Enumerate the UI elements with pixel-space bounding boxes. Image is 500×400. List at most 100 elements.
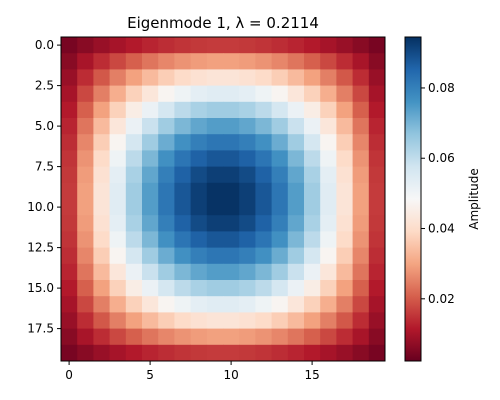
heatmap-cell bbox=[61, 53, 78, 70]
heatmap-cell bbox=[320, 215, 337, 232]
heatmap-cell bbox=[304, 150, 321, 167]
heatmap-cell bbox=[125, 150, 143, 167]
heatmap-cell bbox=[158, 101, 175, 119]
heatmap-cell bbox=[304, 199, 321, 216]
heatmap-cell bbox=[77, 344, 94, 362]
heatmap-cell bbox=[320, 280, 337, 297]
heatmap-cell bbox=[304, 312, 321, 329]
colorbar-tick-label: 0.04 bbox=[428, 222, 455, 236]
heatmap-cell bbox=[109, 296, 127, 313]
colorbar-ticks: 0.02 0.04 0.06 0.08 bbox=[421, 81, 455, 306]
heatmap-cell bbox=[190, 69, 208, 86]
heatmap-cell bbox=[287, 263, 305, 281]
heatmap-cell bbox=[368, 134, 386, 151]
heatmap-cell bbox=[352, 344, 370, 362]
heatmap-cell bbox=[77, 296, 94, 313]
heatmap-cell bbox=[125, 312, 143, 329]
heatmap-cell bbox=[77, 166, 94, 184]
heatmap-cell bbox=[271, 247, 289, 265]
heatmap-cell bbox=[125, 118, 143, 135]
colorbar-tick-label: 0.08 bbox=[428, 81, 455, 95]
heatmap-cell bbox=[190, 247, 208, 265]
heatmap-cell bbox=[223, 344, 240, 362]
heatmap-cell bbox=[368, 166, 386, 184]
heatmap-cell bbox=[61, 263, 78, 281]
heatmap-cell bbox=[223, 215, 240, 232]
heatmap-cell bbox=[287, 215, 305, 232]
heatmap-cell bbox=[255, 150, 272, 167]
heatmap-cell bbox=[77, 231, 94, 248]
heatmap-cell bbox=[93, 69, 110, 86]
heatmap-cell bbox=[206, 247, 224, 265]
heatmap-cell bbox=[368, 101, 386, 119]
heatmap-cell bbox=[368, 296, 386, 313]
heatmap-cell bbox=[271, 150, 289, 167]
heatmap-cell bbox=[368, 328, 386, 346]
heatmap-cell bbox=[93, 312, 110, 329]
heatmap-cell bbox=[142, 85, 159, 103]
heatmap-cell bbox=[174, 150, 191, 167]
heatmap-cell bbox=[109, 166, 127, 184]
heatmap-cell bbox=[77, 215, 94, 232]
heatmap-cell bbox=[304, 280, 321, 297]
x-tick-label: 15 bbox=[304, 368, 319, 382]
heatmap-cell bbox=[287, 69, 305, 86]
heatmap-cell bbox=[320, 312, 337, 329]
heatmap-cell bbox=[336, 280, 353, 297]
heatmap-cell bbox=[109, 85, 127, 103]
heatmap-cell bbox=[271, 182, 289, 200]
heatmap-cell bbox=[255, 199, 272, 216]
heatmap-cell bbox=[271, 199, 289, 216]
heatmap-cell bbox=[239, 37, 256, 54]
heatmap-cell bbox=[320, 166, 337, 184]
heatmap-cell bbox=[336, 312, 353, 329]
heatmap-cell bbox=[77, 134, 94, 151]
heatmap-cell bbox=[109, 312, 127, 329]
heatmap-cell bbox=[255, 312, 272, 329]
heatmap-cell bbox=[190, 85, 208, 103]
heatmap-cell bbox=[190, 215, 208, 232]
heatmap-cell bbox=[255, 280, 272, 297]
heatmap-cell bbox=[320, 296, 337, 313]
heatmap-cell bbox=[304, 263, 321, 281]
heatmap-cell bbox=[239, 118, 256, 135]
heatmap-cell bbox=[255, 247, 272, 265]
heatmap-cell bbox=[287, 199, 305, 216]
heatmap-cell bbox=[125, 53, 143, 70]
heatmap-cell bbox=[223, 101, 240, 119]
heatmap-cell bbox=[93, 150, 110, 167]
heatmap-cell bbox=[255, 69, 272, 86]
heatmap-cell bbox=[304, 296, 321, 313]
heatmap-cell bbox=[206, 85, 224, 103]
heatmap-cell bbox=[77, 263, 94, 281]
heatmap-cell bbox=[142, 280, 159, 297]
heatmap-cell bbox=[61, 199, 78, 216]
heatmap-cell bbox=[352, 118, 370, 135]
heatmap-cell bbox=[158, 118, 175, 135]
heatmap-cell bbox=[174, 328, 191, 346]
heatmap-cell bbox=[352, 296, 370, 313]
heatmap-cell bbox=[304, 69, 321, 86]
heatmap-cell bbox=[223, 166, 240, 184]
heatmap-cell bbox=[352, 312, 370, 329]
heatmap-cell bbox=[320, 231, 337, 248]
heatmap-cell bbox=[206, 199, 224, 216]
heatmap-cell bbox=[352, 247, 370, 265]
heatmap-cell bbox=[206, 166, 224, 184]
heatmap-cell bbox=[206, 263, 224, 281]
heatmap-cell bbox=[320, 101, 337, 119]
x-tick-label: 5 bbox=[146, 368, 154, 382]
heatmap-cell bbox=[190, 231, 208, 248]
heatmap-cell bbox=[125, 328, 143, 346]
heatmap-cell bbox=[255, 263, 272, 281]
y-tick-label: 5.0 bbox=[35, 119, 54, 133]
heatmap-cell bbox=[320, 69, 337, 86]
heatmap-cell bbox=[239, 69, 256, 86]
heatmap-cell bbox=[336, 53, 353, 70]
heatmap-cell bbox=[93, 328, 110, 346]
heatmap-cell bbox=[206, 101, 224, 119]
heatmap-cell bbox=[271, 37, 289, 54]
heatmap-cell bbox=[158, 37, 175, 54]
heatmap-cell bbox=[320, 118, 337, 135]
